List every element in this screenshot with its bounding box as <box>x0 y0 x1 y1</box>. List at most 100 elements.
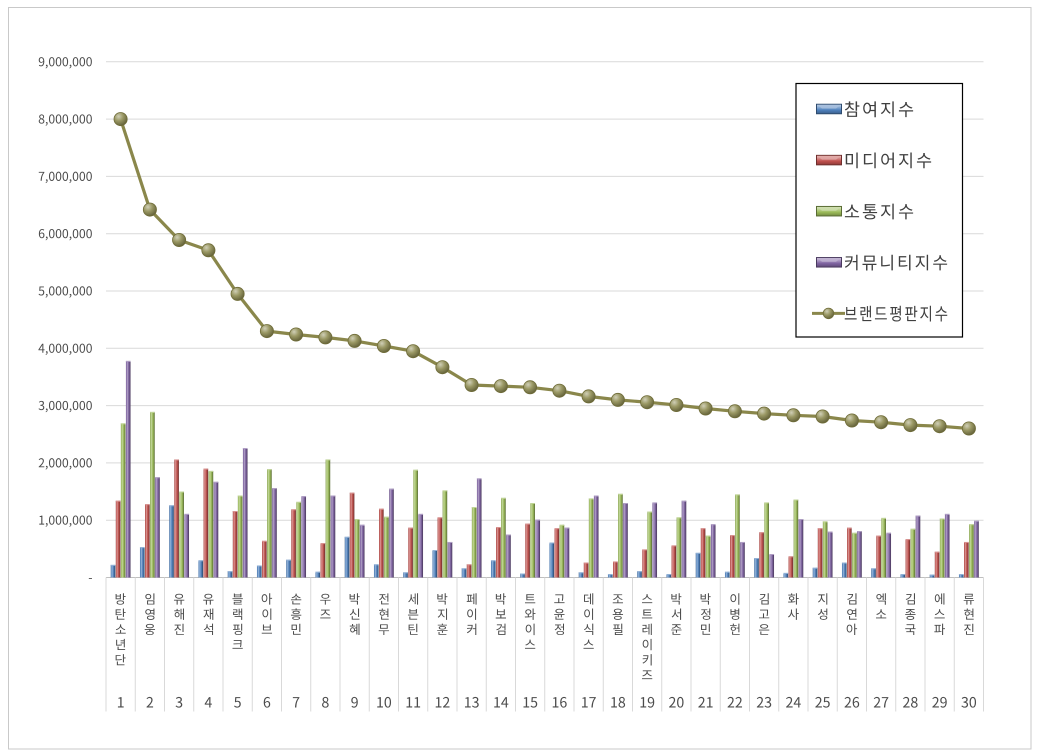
category-name <box>378 593 390 636</box>
bar-top-highlight <box>237 495 243 497</box>
bar <box>125 360 131 578</box>
bar-series-3 <box>125 360 979 578</box>
bar <box>267 469 272 578</box>
bar <box>974 520 979 578</box>
bar-top-highlight <box>754 558 759 560</box>
bar-top-highlight <box>403 572 408 574</box>
bar-top-highlight <box>344 536 350 538</box>
line-marker <box>815 409 830 424</box>
bar-top-highlight <box>564 527 570 529</box>
bar-top-highlight <box>681 500 687 502</box>
rank-label <box>552 696 567 708</box>
rank-label <box>234 697 241 708</box>
legend-item <box>816 254 948 271</box>
rank-label <box>146 696 154 708</box>
bar-top-highlight <box>647 511 652 513</box>
bar-series-2 <box>120 411 974 578</box>
line-marker <box>259 324 274 339</box>
bar <box>203 468 209 578</box>
bar <box>155 477 160 578</box>
bar-top-highlight <box>593 495 599 497</box>
line-marker <box>172 232 187 247</box>
rank-label <box>640 696 655 708</box>
bar-top-highlight <box>910 528 916 530</box>
line-marker <box>610 392 625 407</box>
bar <box>466 564 472 578</box>
bar-top-highlight <box>812 567 818 569</box>
category-name <box>817 593 828 620</box>
bar <box>476 478 482 578</box>
bar <box>666 574 672 578</box>
bar <box>320 543 326 578</box>
rank-label <box>292 697 300 708</box>
rank-label <box>377 696 392 708</box>
category-separators <box>105 577 984 712</box>
bar <box>578 572 584 578</box>
bar-top-highlight <box>208 470 214 472</box>
bar-top-highlight <box>466 564 472 566</box>
bar-top-highlight <box>315 571 321 573</box>
bar <box>349 492 355 578</box>
bar <box>929 574 935 578</box>
bar <box>447 541 453 578</box>
bar <box>437 517 443 578</box>
bar-series-1 <box>115 459 969 578</box>
bar-top-highlight <box>125 360 131 362</box>
line-marker <box>932 419 947 434</box>
bar-top-highlight <box>549 542 555 544</box>
bar-top-highlight <box>900 574 906 576</box>
bar <box>506 534 511 578</box>
rank-label <box>932 696 947 708</box>
rank-label <box>175 696 183 708</box>
bar <box>827 531 833 578</box>
bar-top-highlight <box>700 528 706 530</box>
category-name <box>320 593 331 619</box>
bar <box>389 488 394 578</box>
bar <box>857 531 862 578</box>
bar <box>471 507 477 578</box>
bar-top-highlight <box>296 501 301 503</box>
bar-top-highlight <box>418 513 424 515</box>
bar-top-highlight <box>613 561 618 563</box>
line-marker <box>201 243 216 258</box>
line-marker <box>581 389 596 404</box>
line-markers <box>113 112 976 436</box>
category-name <box>290 593 302 635</box>
bar <box>150 411 155 578</box>
bar-series-0 <box>110 505 964 578</box>
bar-top-highlight <box>559 524 565 526</box>
bar-top-highlight <box>120 423 126 425</box>
legend-bar-icon-face <box>817 104 841 114</box>
rank-label <box>263 696 271 708</box>
bar <box>169 505 174 578</box>
bar <box>272 488 277 578</box>
bar <box>934 551 940 578</box>
bar <box>798 519 804 578</box>
y-axis-tick-label <box>38 286 92 298</box>
bar <box>793 499 799 578</box>
bar <box>847 527 852 578</box>
bar <box>442 490 448 578</box>
bar-top-highlight <box>623 503 628 505</box>
bar <box>432 550 438 578</box>
bar-top-highlight <box>501 497 506 499</box>
rank-label <box>873 696 889 708</box>
bar <box>384 516 389 578</box>
bar <box>915 515 921 578</box>
category-name <box>407 593 419 635</box>
bar-top-highlight <box>530 503 535 505</box>
bar <box>964 541 969 578</box>
legend-bar-icon-face <box>817 258 841 267</box>
bar <box>886 532 892 578</box>
bar-top-highlight <box>301 496 307 498</box>
legend-bar-icon-bevel <box>817 258 841 262</box>
category-name <box>437 593 448 635</box>
line-marker <box>844 413 859 428</box>
line-marker <box>113 112 128 127</box>
bar-top-highlight <box>145 504 150 506</box>
rank-label <box>756 696 772 708</box>
category-name <box>787 593 799 620</box>
legend-label <box>845 152 932 169</box>
rank-label <box>903 696 918 708</box>
bar-top-highlight <box>267 469 272 471</box>
